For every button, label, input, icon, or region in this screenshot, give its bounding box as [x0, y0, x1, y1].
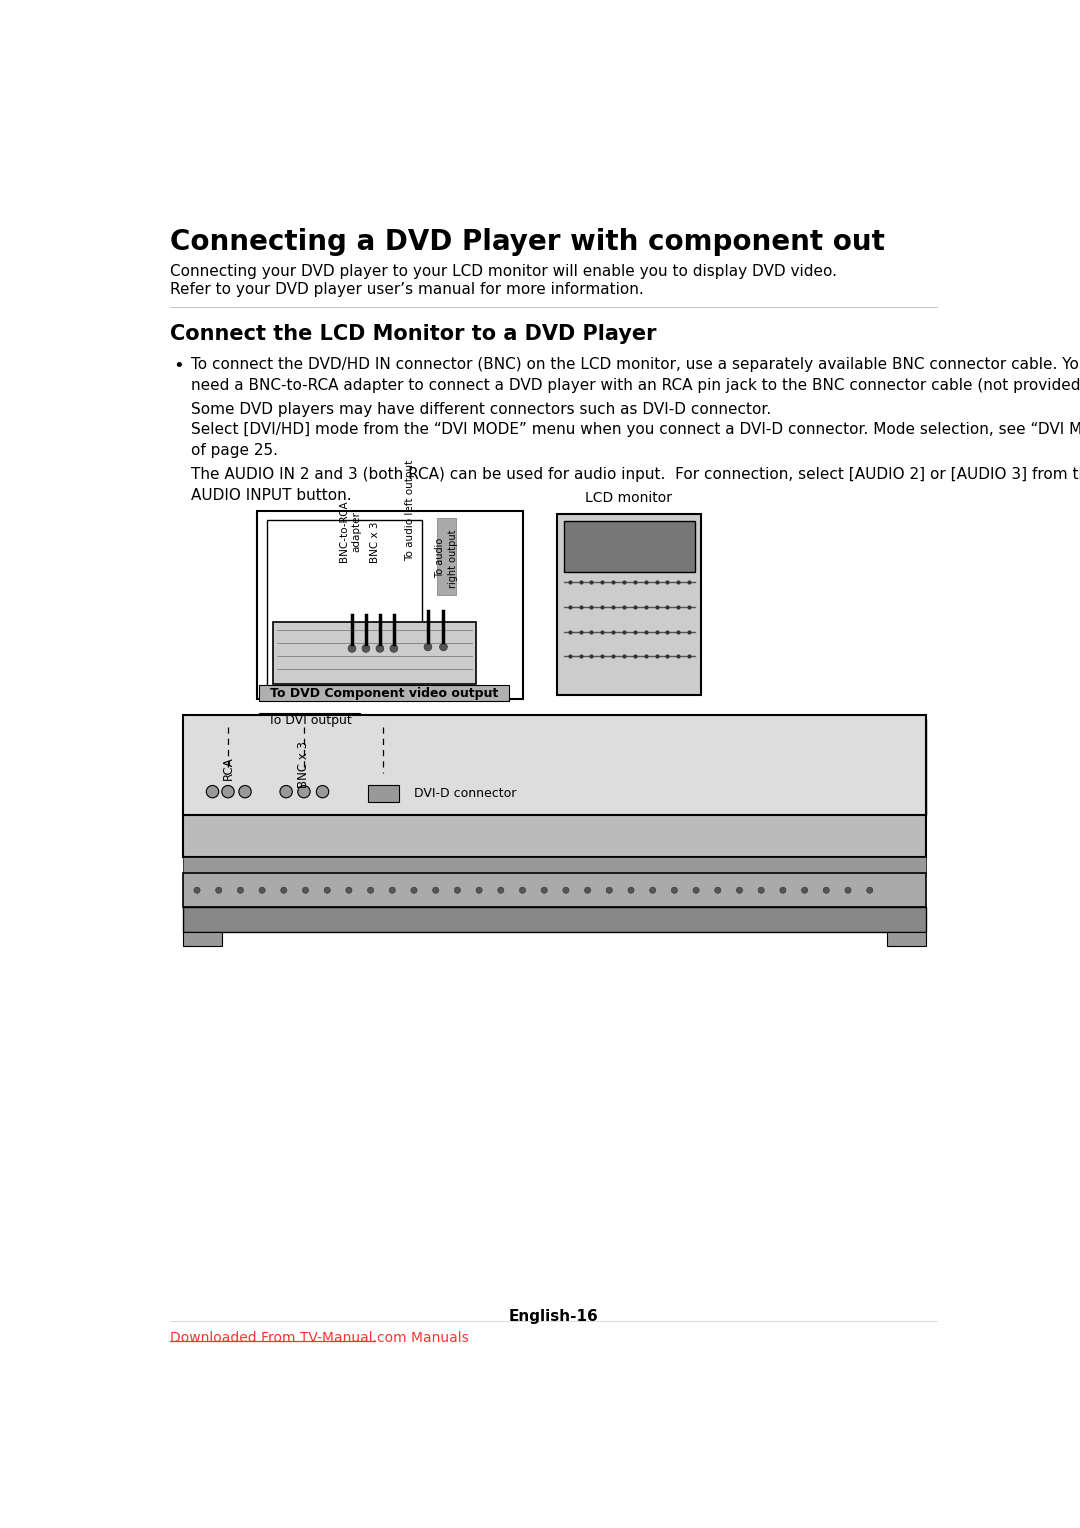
Bar [367, 785, 399, 802]
Circle shape [216, 888, 221, 894]
Circle shape [758, 888, 765, 894]
Circle shape [376, 645, 383, 652]
Circle shape [194, 888, 200, 894]
Circle shape [221, 785, 234, 798]
Text: LCD monitor: LCD monitor [585, 490, 672, 506]
Circle shape [845, 888, 851, 894]
FancyBboxPatch shape [259, 686, 509, 701]
Bar [886, 718, 926, 814]
Circle shape [606, 888, 612, 894]
Bar [221, 915, 230, 921]
Bar [235, 915, 243, 921]
Polygon shape [564, 521, 694, 571]
Circle shape [390, 645, 397, 652]
Text: To audio
right output: To audio right output [435, 529, 458, 588]
Text: Connecting your DVD player to your LCD monitor will enable you to display DVD vi: Connecting your DVD player to your LCD m… [170, 264, 837, 280]
Text: RCA: RCA [221, 756, 234, 781]
Circle shape [389, 888, 395, 894]
Bar [183, 932, 221, 946]
Text: English-16: English-16 [509, 1309, 598, 1325]
Circle shape [693, 888, 699, 894]
Text: Connect the LCD Monitor to a DVD Player: Connect the LCD Monitor to a DVD Player [170, 324, 657, 344]
Text: Refer to your DVD player user’s manual for more information.: Refer to your DVD player user’s manual f… [170, 283, 644, 296]
Circle shape [476, 888, 482, 894]
Circle shape [584, 888, 591, 894]
Circle shape [280, 785, 293, 798]
Circle shape [649, 888, 656, 894]
Circle shape [715, 888, 721, 894]
Circle shape [346, 888, 352, 894]
Circle shape [498, 888, 504, 894]
Bar [276, 915, 285, 921]
Circle shape [866, 888, 873, 894]
Circle shape [780, 888, 786, 894]
Circle shape [302, 888, 309, 894]
Circle shape [801, 888, 808, 894]
Circle shape [281, 888, 287, 894]
Bar [183, 872, 926, 908]
Circle shape [627, 888, 634, 894]
Circle shape [563, 888, 569, 894]
Bar [248, 915, 257, 921]
Circle shape [259, 888, 266, 894]
Circle shape [410, 888, 417, 894]
Text: Select [DVI/HD] mode from the “DVI MODE” menu when you connect a DVI-D connector: Select [DVI/HD] mode from the “DVI MODE”… [191, 422, 1080, 458]
Circle shape [298, 785, 310, 798]
Circle shape [367, 888, 374, 894]
Text: To DVI output: To DVI output [268, 714, 352, 727]
Text: Downloaded From TV-Manual.com Manuals: Downloaded From TV-Manual.com Manuals [170, 1331, 469, 1345]
Text: The AUDIO IN 2 and 3 (both RCA) can be used for audio input.  For connection, se: The AUDIO IN 2 and 3 (both RCA) can be u… [191, 466, 1080, 503]
Circle shape [239, 785, 252, 798]
Text: BNC-to-RCA
adapter: BNC-to-RCA adapter [339, 501, 362, 562]
Circle shape [238, 888, 243, 894]
Bar [183, 718, 224, 814]
Circle shape [823, 888, 829, 894]
Text: Some DVD players may have different connectors such as DVI-D connector.: Some DVD players may have different conn… [191, 402, 771, 417]
Polygon shape [557, 515, 701, 695]
Circle shape [440, 643, 447, 651]
Circle shape [433, 888, 438, 894]
Bar [193, 915, 202, 921]
Polygon shape [572, 726, 611, 752]
Bar [262, 915, 271, 921]
Circle shape [519, 888, 526, 894]
FancyBboxPatch shape [437, 518, 456, 596]
Text: •: • [174, 356, 185, 374]
Circle shape [362, 645, 369, 652]
Circle shape [672, 888, 677, 894]
Circle shape [348, 645, 356, 652]
Text: To connect the DVD/HD IN connector (BNC) on the LCD monitor, use a separately av: To connect the DVD/HD IN connector (BNC)… [191, 356, 1080, 393]
Bar [183, 857, 926, 872]
Text: Connecting a DVD Player with component out: Connecting a DVD Player with component o… [170, 228, 885, 257]
Circle shape [424, 643, 432, 651]
Bar [291, 915, 299, 921]
Bar [183, 908, 926, 932]
Circle shape [737, 888, 743, 894]
Bar [183, 811, 926, 857]
Bar [183, 715, 926, 814]
Bar [319, 915, 327, 921]
Text: BNC x 3: BNC x 3 [370, 521, 380, 562]
Circle shape [541, 888, 548, 894]
Text: DVI-D connector: DVI-D connector [414, 787, 516, 799]
Bar [887, 932, 926, 946]
Circle shape [455, 888, 460, 894]
FancyBboxPatch shape [259, 714, 360, 729]
Text: To audio left output: To audio left output [405, 460, 415, 561]
Text: BNC x 3: BNC x 3 [297, 741, 310, 788]
Bar [305, 915, 313, 921]
Circle shape [206, 785, 218, 798]
Text: To DVD Component video output: To DVD Component video output [270, 686, 498, 700]
Circle shape [324, 888, 330, 894]
Circle shape [316, 785, 328, 798]
Bar [207, 915, 216, 921]
Polygon shape [273, 622, 476, 685]
